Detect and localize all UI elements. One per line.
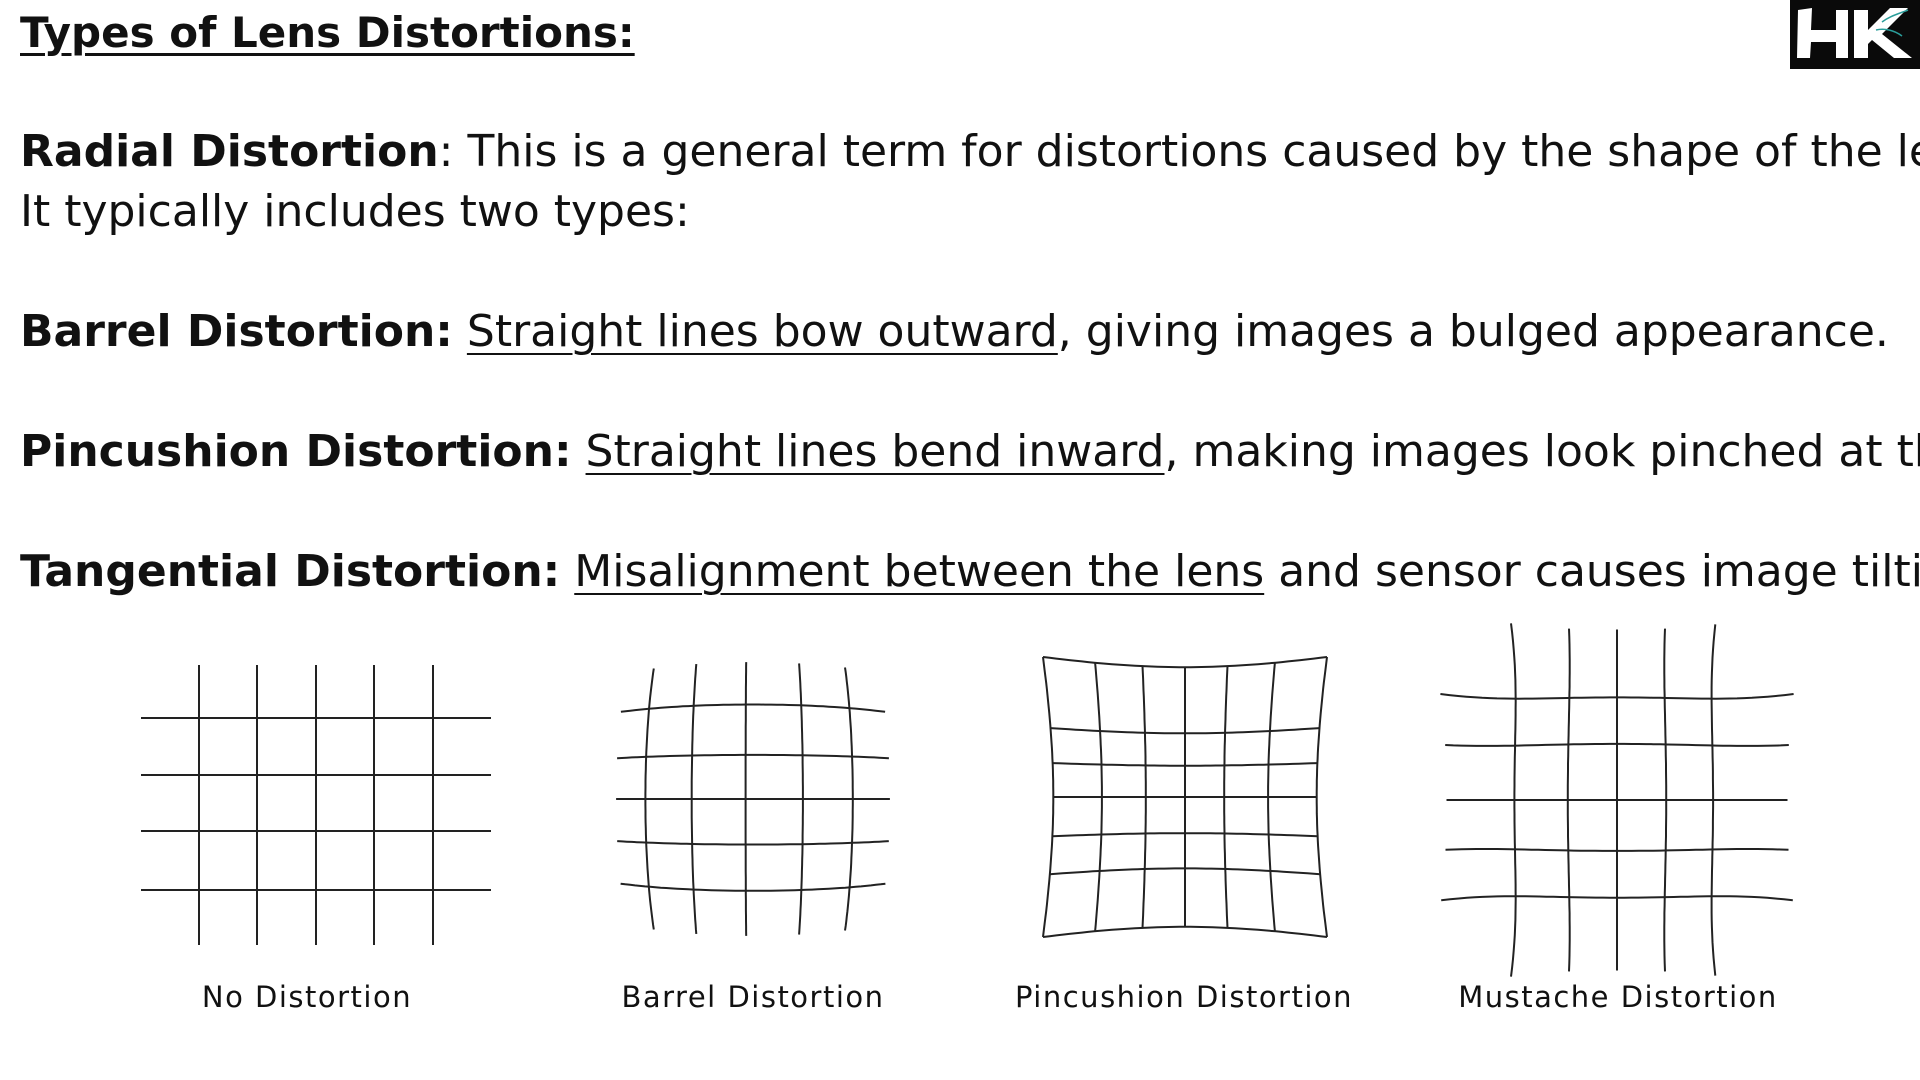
hk-logo-icon bbox=[1797, 8, 1912, 58]
horizontal-grid-line bbox=[1445, 848, 1789, 852]
horizontal-grid-line bbox=[1042, 656, 1328, 669]
horizontal-grid-line bbox=[620, 703, 886, 713]
barrel-distortion-grid bbox=[616, 662, 890, 936]
radial-distortion-line2: It typically includes two types: bbox=[20, 186, 690, 237]
vertical-grid-line bbox=[644, 668, 655, 930]
caption-mustache-distortion: Mustache Distortion bbox=[1458, 980, 1778, 1014]
pincushion-distortion-grid bbox=[1042, 656, 1328, 938]
barrel-distortion-text: , giving images a bulged appearance. bbox=[1057, 306, 1889, 357]
vertical-grid-line bbox=[690, 664, 698, 934]
vertical-grid-line bbox=[1267, 662, 1276, 932]
horizontal-grid-line bbox=[1052, 762, 1318, 767]
vertical-grid-line bbox=[844, 667, 854, 931]
vertical-grid-line bbox=[1141, 666, 1147, 928]
page-title: Types of Lens Distortions: bbox=[20, 8, 635, 57]
vertical-grid-line bbox=[1042, 656, 1055, 938]
barrel-distortion-paragraph: Barrel Distortion: Straight lines bow ou… bbox=[20, 302, 1889, 362]
horizontal-grid-line bbox=[620, 882, 886, 892]
horizontal-grid-line bbox=[1445, 742, 1789, 747]
tangential-distortion-highlight: Misalignment between the lens bbox=[574, 546, 1265, 597]
vertical-grid-line bbox=[1094, 662, 1103, 932]
caption-no-distortion: No Distortion bbox=[201, 980, 413, 1014]
horizontal-grid-line bbox=[617, 753, 889, 760]
tangential-distortion-text: and sensor causes image tilting. bbox=[1264, 546, 1920, 597]
pincushion-distortion-highlight: Straight lines bend inward bbox=[585, 426, 1165, 477]
hk-logo bbox=[1790, 0, 1920, 69]
vertical-grid-line bbox=[1223, 666, 1229, 928]
barrel-distortion-highlight: Straight lines bow outward bbox=[466, 306, 1058, 357]
tangential-distortion-term: Tangential Distortion: bbox=[20, 546, 561, 597]
horizontal-grid-line bbox=[1050, 727, 1320, 735]
radial-separator: : bbox=[438, 126, 454, 177]
horizontal-grid-line bbox=[1049, 867, 1321, 876]
vertical-grid-line bbox=[744, 662, 748, 936]
vertical-grid-line bbox=[1710, 624, 1717, 976]
barrel-distortion-term: Barrel Distortion: bbox=[20, 306, 453, 357]
caption-pincushion-distortion: Pincushion Distortion bbox=[1014, 980, 1354, 1014]
vertical-grid-line bbox=[1315, 656, 1328, 938]
radial-distortion-text: This is a general term for distortions c… bbox=[453, 126, 1920, 177]
horizontal-grid-line bbox=[1042, 925, 1328, 938]
horizontal-grid-line bbox=[1441, 895, 1793, 902]
caption-barrel-distortion: Barrel Distortion bbox=[621, 980, 885, 1014]
mustache-distortion-grid bbox=[1440, 623, 1794, 977]
vertical-grid-line bbox=[798, 663, 804, 935]
pincushion-distortion-paragraph: Pincushion Distortion: Straight lines be… bbox=[20, 422, 1920, 482]
pincushion-distortion-text: , making images look pinched at the cent… bbox=[1164, 426, 1920, 477]
vertical-grid-line bbox=[1663, 628, 1668, 972]
tangential-distortion-paragraph: Tangential Distortion: Misalignment betw… bbox=[20, 542, 1920, 602]
horizontal-grid-line bbox=[617, 840, 889, 846]
vertical-grid-line bbox=[1566, 628, 1571, 972]
horizontal-grid-line bbox=[1440, 693, 1794, 700]
radial-distortion-paragraph: Radial Distortion: This is a general ter… bbox=[20, 122, 1920, 242]
vertical-grid-line bbox=[1510, 623, 1517, 977]
radial-distortion-term: Radial Distortion bbox=[20, 126, 439, 177]
no-distortion-grid bbox=[141, 665, 491, 945]
horizontal-grid-line bbox=[1052, 832, 1318, 838]
pincushion-distortion-term: Pincushion Distortion: bbox=[20, 426, 572, 477]
